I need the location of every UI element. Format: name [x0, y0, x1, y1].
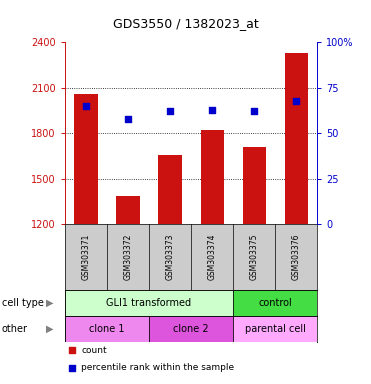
- Text: GSM303376: GSM303376: [292, 234, 301, 280]
- Point: [125, 116, 131, 122]
- Text: GSM303375: GSM303375: [250, 234, 259, 280]
- Text: GDS3550 / 1382023_at: GDS3550 / 1382023_at: [113, 17, 258, 30]
- Text: count: count: [81, 346, 107, 355]
- Text: other: other: [2, 324, 28, 334]
- Text: cell type: cell type: [2, 298, 44, 308]
- Point: [167, 108, 173, 114]
- Point: [83, 103, 89, 109]
- Bar: [65, 290, 233, 316]
- Bar: [116, 195, 139, 225]
- Text: control: control: [258, 298, 292, 308]
- Text: ▶: ▶: [46, 324, 54, 334]
- Text: GSM303374: GSM303374: [208, 234, 217, 280]
- Text: GSM303373: GSM303373: [165, 234, 174, 280]
- Point: [69, 364, 75, 371]
- Bar: [158, 155, 181, 225]
- Point: [209, 107, 215, 113]
- Text: percentile rank within the sample: percentile rank within the sample: [81, 363, 234, 372]
- Point: [69, 347, 75, 353]
- Point: [251, 108, 257, 114]
- Bar: [233, 290, 317, 316]
- Bar: [243, 147, 266, 225]
- Text: parental cell: parental cell: [245, 324, 306, 334]
- Text: clone 1: clone 1: [89, 324, 125, 334]
- Bar: [74, 94, 98, 225]
- Point: [293, 98, 299, 104]
- Bar: [65, 316, 149, 342]
- Bar: [233, 316, 317, 342]
- Text: GSM303371: GSM303371: [82, 234, 91, 280]
- Bar: [200, 130, 224, 225]
- Text: GLI1 transformed: GLI1 transformed: [106, 298, 191, 308]
- Bar: [285, 53, 308, 225]
- Text: ▶: ▶: [46, 298, 54, 308]
- Bar: [149, 316, 233, 342]
- Text: clone 2: clone 2: [173, 324, 209, 334]
- Text: GSM303372: GSM303372: [124, 234, 132, 280]
